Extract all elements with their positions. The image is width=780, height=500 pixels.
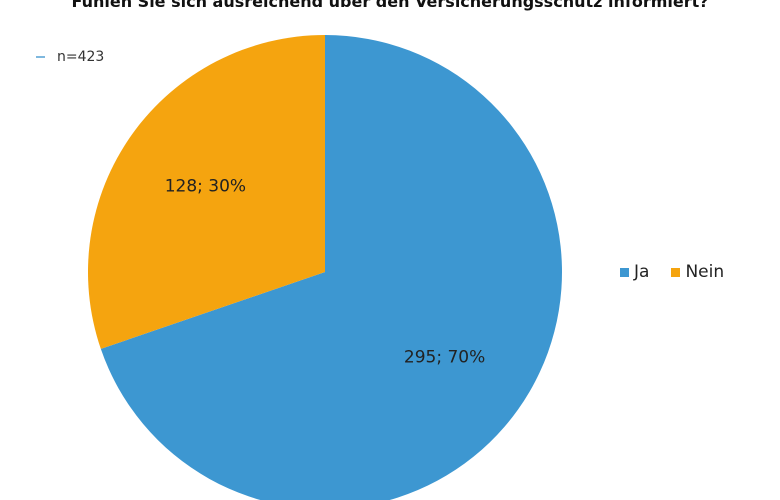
sample-size-label: n=423: [57, 49, 105, 65]
pie-slice-nein: [87, 35, 325, 349]
data-label-nein: 128; 30%: [165, 177, 246, 197]
sample-size-note: n=423: [36, 49, 104, 65]
pie-slice-ja: [100, 35, 562, 500]
dash-marker: [36, 56, 45, 58]
legend-swatch-ja: [620, 267, 629, 277]
data-label-ja: 295; 70%: [404, 347, 485, 367]
legend: Ja Nein: [620, 262, 724, 282]
legend-item-ja: Ja: [620, 262, 649, 282]
legend-item-nein: Nein: [671, 262, 724, 282]
chart-title: Fühlen Sie sich ausreichend über den Ver…: [71, 0, 709, 11]
legend-swatch-nein: [671, 267, 681, 277]
legend-label-ja: Ja: [634, 262, 650, 282]
legend-label-nein: Nein: [685, 262, 725, 282]
